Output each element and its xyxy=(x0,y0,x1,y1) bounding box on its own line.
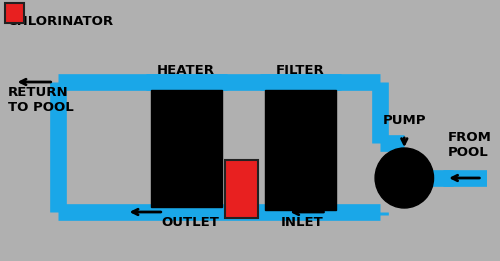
Text: FILTER: FILTER xyxy=(276,63,324,76)
Text: FROM
POOL: FROM POOL xyxy=(448,131,492,159)
Circle shape xyxy=(375,148,434,208)
Text: OUTLET: OUTLET xyxy=(161,216,219,228)
Bar xyxy=(151,90,222,207)
Text: PUMP: PUMP xyxy=(382,114,426,127)
Text: INLET: INLET xyxy=(280,216,324,228)
Text: RETURN
TO POOL: RETURN TO POOL xyxy=(8,86,74,114)
Bar xyxy=(265,90,336,210)
Text: HEATER: HEATER xyxy=(157,63,215,76)
Text: CHLORINATOR: CHLORINATOR xyxy=(8,15,114,28)
Bar xyxy=(5,3,24,23)
Bar xyxy=(225,160,258,218)
